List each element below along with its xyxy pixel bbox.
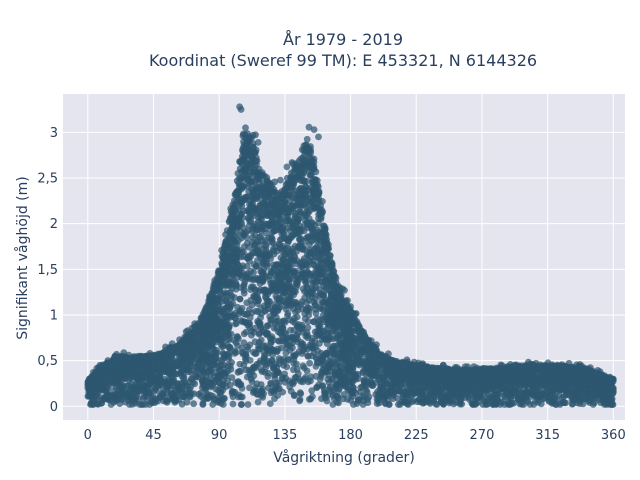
scatter-point bbox=[183, 398, 191, 406]
scatter-point bbox=[227, 330, 235, 338]
scatter-point bbox=[238, 393, 246, 401]
scatter-point bbox=[244, 401, 252, 408]
scatter-point bbox=[262, 242, 270, 250]
scatter-point bbox=[250, 372, 258, 380]
scatter-point bbox=[319, 208, 326, 216]
scatter-point bbox=[312, 168, 320, 176]
scatter-point bbox=[276, 304, 284, 311]
scatter-point bbox=[240, 289, 248, 297]
scatter-point bbox=[310, 155, 318, 163]
scatter-point bbox=[238, 401, 246, 408]
scatter-point bbox=[303, 367, 311, 375]
scatter-point bbox=[255, 296, 262, 304]
scatter-point bbox=[283, 363, 291, 371]
scatter-point bbox=[227, 366, 235, 373]
scatter-point bbox=[229, 400, 237, 408]
scatter-point bbox=[290, 391, 298, 399]
scatter-point bbox=[235, 335, 242, 343]
chart-title-line-1: År 1979 - 2019 bbox=[283, 30, 403, 49]
scatter-point bbox=[191, 380, 199, 388]
scatter-point bbox=[243, 234, 251, 242]
data-points bbox=[84, 103, 617, 408]
chart-title-line-2: Koordinat (Sweref 99 TM): E 453321, N 61… bbox=[149, 51, 537, 70]
plot-area bbox=[63, 94, 625, 420]
scatter-point bbox=[257, 336, 265, 344]
scatter-point bbox=[228, 359, 236, 366]
scatter-point bbox=[180, 374, 188, 381]
scatter-point bbox=[190, 400, 198, 408]
scatter-point bbox=[307, 377, 314, 385]
scatter-point bbox=[385, 401, 393, 408]
scatter-point bbox=[260, 390, 267, 397]
scatter-point bbox=[458, 400, 466, 408]
scatter-point bbox=[304, 324, 312, 331]
scatter-point bbox=[279, 388, 287, 396]
scatter-point bbox=[297, 390, 305, 398]
scatter-point bbox=[250, 269, 257, 276]
scatter-point bbox=[199, 401, 207, 408]
scatter-point bbox=[246, 357, 254, 364]
scatter-point bbox=[214, 349, 221, 357]
scatter-point bbox=[365, 393, 373, 401]
scatter-point bbox=[364, 399, 372, 407]
scatter-point bbox=[293, 313, 301, 321]
scatter-point bbox=[303, 177, 310, 185]
scatter-point bbox=[264, 373, 272, 380]
scatter-point bbox=[303, 135, 311, 143]
scatter-point bbox=[236, 295, 244, 303]
scatter-point bbox=[306, 359, 313, 367]
scatter-point bbox=[326, 252, 334, 259]
scatter-point bbox=[232, 348, 240, 356]
scatter-point bbox=[220, 395, 228, 403]
scatter-point bbox=[225, 323, 233, 330]
scatter-point bbox=[219, 401, 227, 408]
scatter-point bbox=[309, 393, 316, 400]
scatter-point bbox=[238, 384, 246, 392]
scatter-point bbox=[302, 277, 310, 285]
